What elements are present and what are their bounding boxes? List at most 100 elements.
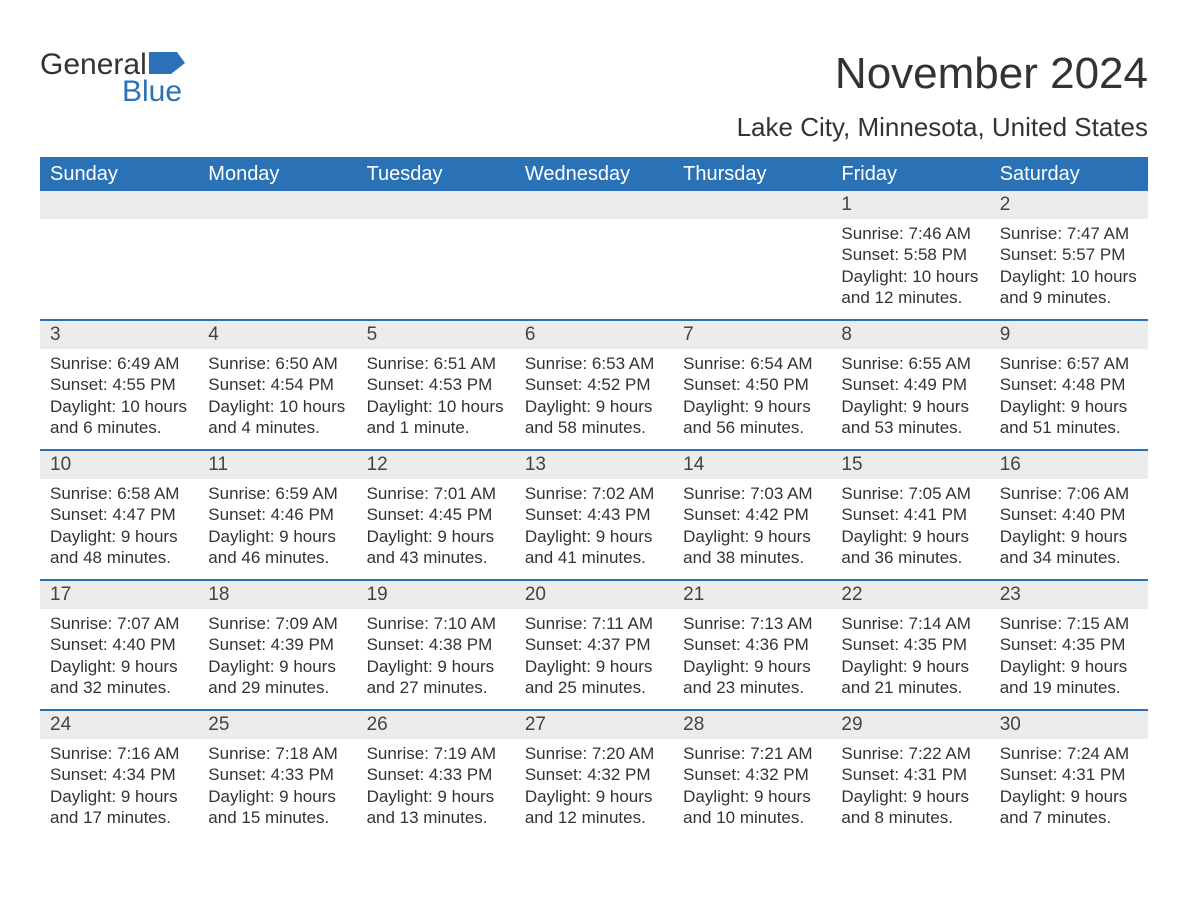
- day-number: 9: [990, 321, 1148, 349]
- sunset-text: Sunset: 4:47 PM: [50, 504, 190, 525]
- calendar-cell: 2Sunrise: 7:47 AMSunset: 5:57 PMDaylight…: [990, 191, 1148, 319]
- daylight-text: Daylight: 9 hours and 58 minutes.: [525, 396, 665, 439]
- day-number: 30: [990, 711, 1148, 739]
- calendar-cell: 30Sunrise: 7:24 AMSunset: 4:31 PMDayligh…: [990, 711, 1148, 839]
- calendar-cell: 7Sunrise: 6:54 AMSunset: 4:50 PMDaylight…: [673, 321, 831, 449]
- daylight-text: Daylight: 9 hours and 38 minutes.: [683, 526, 823, 569]
- sunset-text: Sunset: 4:42 PM: [683, 504, 823, 525]
- sunrise-text: Sunrise: 7:01 AM: [367, 483, 507, 504]
- calendar-cell: 8Sunrise: 6:55 AMSunset: 4:49 PMDaylight…: [831, 321, 989, 449]
- day-number: [40, 191, 198, 219]
- week-row: 1Sunrise: 7:46 AMSunset: 5:58 PMDaylight…: [40, 191, 1148, 319]
- sunrise-text: Sunrise: 6:54 AM: [683, 353, 823, 374]
- brand-logo: General Blue: [40, 50, 185, 105]
- day-details: Sunrise: 7:20 AMSunset: 4:32 PMDaylight:…: [515, 739, 673, 838]
- sunrise-text: Sunrise: 7:19 AM: [367, 743, 507, 764]
- day-number: 16: [990, 451, 1148, 479]
- day-number: [515, 191, 673, 219]
- sunset-text: Sunset: 4:50 PM: [683, 374, 823, 395]
- calendar-cell: 22Sunrise: 7:14 AMSunset: 4:35 PMDayligh…: [831, 581, 989, 709]
- sunrise-text: Sunrise: 7:14 AM: [841, 613, 981, 634]
- calendar-cell: 14Sunrise: 7:03 AMSunset: 4:42 PMDayligh…: [673, 451, 831, 579]
- day-number: 12: [357, 451, 515, 479]
- day-details: Sunrise: 7:15 AMSunset: 4:35 PMDaylight:…: [990, 609, 1148, 708]
- sunset-text: Sunset: 4:52 PM: [525, 374, 665, 395]
- daylight-text: Daylight: 9 hours and 48 minutes.: [50, 526, 190, 569]
- day-header-friday: Friday: [831, 163, 989, 186]
- daylight-text: Daylight: 9 hours and 8 minutes.: [841, 786, 981, 829]
- day-number: [357, 191, 515, 219]
- sunrise-text: Sunrise: 7:47 AM: [1000, 223, 1140, 244]
- calendar-cell: 29Sunrise: 7:22 AMSunset: 4:31 PMDayligh…: [831, 711, 989, 839]
- day-number: 11: [198, 451, 356, 479]
- day-details: Sunrise: 7:10 AMSunset: 4:38 PMDaylight:…: [357, 609, 515, 708]
- sunset-text: Sunset: 4:55 PM: [50, 374, 190, 395]
- brand-word-2: Blue: [122, 78, 185, 105]
- day-number: [198, 191, 356, 219]
- day-details: Sunrise: 6:53 AMSunset: 4:52 PMDaylight:…: [515, 349, 673, 448]
- day-details: Sunrise: 7:07 AMSunset: 4:40 PMDaylight:…: [40, 609, 198, 708]
- calendar-cell: 13Sunrise: 7:02 AMSunset: 4:43 PMDayligh…: [515, 451, 673, 579]
- sunrise-text: Sunrise: 7:10 AM: [367, 613, 507, 634]
- sunrise-text: Sunrise: 7:18 AM: [208, 743, 348, 764]
- sunset-text: Sunset: 4:53 PM: [367, 374, 507, 395]
- sunset-text: Sunset: 4:34 PM: [50, 764, 190, 785]
- sunset-text: Sunset: 4:48 PM: [1000, 374, 1140, 395]
- daylight-text: Daylight: 9 hours and 12 minutes.: [525, 786, 665, 829]
- sunrise-text: Sunrise: 7:05 AM: [841, 483, 981, 504]
- day-details: Sunrise: 7:01 AMSunset: 4:45 PMDaylight:…: [357, 479, 515, 578]
- month-title: November 2024: [737, 50, 1148, 98]
- sunrise-text: Sunrise: 7:22 AM: [841, 743, 981, 764]
- calendar-cell: 10Sunrise: 6:58 AMSunset: 4:47 PMDayligh…: [40, 451, 198, 579]
- daylight-text: Daylight: 9 hours and 17 minutes.: [50, 786, 190, 829]
- day-header-tuesday: Tuesday: [357, 163, 515, 186]
- day-details: Sunrise: 6:50 AMSunset: 4:54 PMDaylight:…: [198, 349, 356, 448]
- day-number: 4: [198, 321, 356, 349]
- sunset-text: Sunset: 4:32 PM: [683, 764, 823, 785]
- calendar-cell: 20Sunrise: 7:11 AMSunset: 4:37 PMDayligh…: [515, 581, 673, 709]
- daylight-text: Daylight: 10 hours and 4 minutes.: [208, 396, 348, 439]
- daylight-text: Daylight: 9 hours and 10 minutes.: [683, 786, 823, 829]
- day-number: 20: [515, 581, 673, 609]
- sunset-text: Sunset: 4:43 PM: [525, 504, 665, 525]
- sunrise-text: Sunrise: 7:13 AM: [683, 613, 823, 634]
- sunrise-text: Sunrise: 6:59 AM: [208, 483, 348, 504]
- day-details: Sunrise: 7:05 AMSunset: 4:41 PMDaylight:…: [831, 479, 989, 578]
- calendar-cell: 9Sunrise: 6:57 AMSunset: 4:48 PMDaylight…: [990, 321, 1148, 449]
- day-number: 24: [40, 711, 198, 739]
- daylight-text: Daylight: 9 hours and 51 minutes.: [1000, 396, 1140, 439]
- day-number: 17: [40, 581, 198, 609]
- daylight-text: Daylight: 9 hours and 19 minutes.: [1000, 656, 1140, 699]
- sunrise-text: Sunrise: 7:21 AM: [683, 743, 823, 764]
- calendar-cell: 12Sunrise: 7:01 AMSunset: 4:45 PMDayligh…: [357, 451, 515, 579]
- sunrise-text: Sunrise: 7:03 AM: [683, 483, 823, 504]
- day-details: Sunrise: 7:16 AMSunset: 4:34 PMDaylight:…: [40, 739, 198, 838]
- calendar-cell: [673, 191, 831, 319]
- day-number: 19: [357, 581, 515, 609]
- sunset-text: Sunset: 4:35 PM: [1000, 634, 1140, 655]
- sunrise-text: Sunrise: 6:50 AM: [208, 353, 348, 374]
- location: Lake City, Minnesota, United States: [737, 112, 1148, 143]
- day-number: 2: [990, 191, 1148, 219]
- day-details: Sunrise: 7:19 AMSunset: 4:33 PMDaylight:…: [357, 739, 515, 838]
- day-number: 15: [831, 451, 989, 479]
- day-header-sunday: Sunday: [40, 163, 198, 186]
- day-details: Sunrise: 7:47 AMSunset: 5:57 PMDaylight:…: [990, 219, 1148, 318]
- day-details: Sunrise: 7:03 AMSunset: 4:42 PMDaylight:…: [673, 479, 831, 578]
- day-number: 27: [515, 711, 673, 739]
- sunrise-text: Sunrise: 6:58 AM: [50, 483, 190, 504]
- daylight-text: Daylight: 10 hours and 1 minute.: [367, 396, 507, 439]
- sunset-text: Sunset: 4:40 PM: [1000, 504, 1140, 525]
- day-details: Sunrise: 7:02 AMSunset: 4:43 PMDaylight:…: [515, 479, 673, 578]
- day-details: Sunrise: 6:55 AMSunset: 4:49 PMDaylight:…: [831, 349, 989, 448]
- sunrise-text: Sunrise: 7:02 AM: [525, 483, 665, 504]
- calendar-cell: 24Sunrise: 7:16 AMSunset: 4:34 PMDayligh…: [40, 711, 198, 839]
- daylight-text: Daylight: 9 hours and 36 minutes.: [841, 526, 981, 569]
- day-details: Sunrise: 6:57 AMSunset: 4:48 PMDaylight:…: [990, 349, 1148, 448]
- week-row: 10Sunrise: 6:58 AMSunset: 4:47 PMDayligh…: [40, 449, 1148, 579]
- calendar-cell: 4Sunrise: 6:50 AMSunset: 4:54 PMDaylight…: [198, 321, 356, 449]
- day-number: 14: [673, 451, 831, 479]
- day-details: Sunrise: 7:46 AMSunset: 5:58 PMDaylight:…: [831, 219, 989, 318]
- calendar-cell: 1Sunrise: 7:46 AMSunset: 5:58 PMDaylight…: [831, 191, 989, 319]
- daylight-text: Daylight: 9 hours and 53 minutes.: [841, 396, 981, 439]
